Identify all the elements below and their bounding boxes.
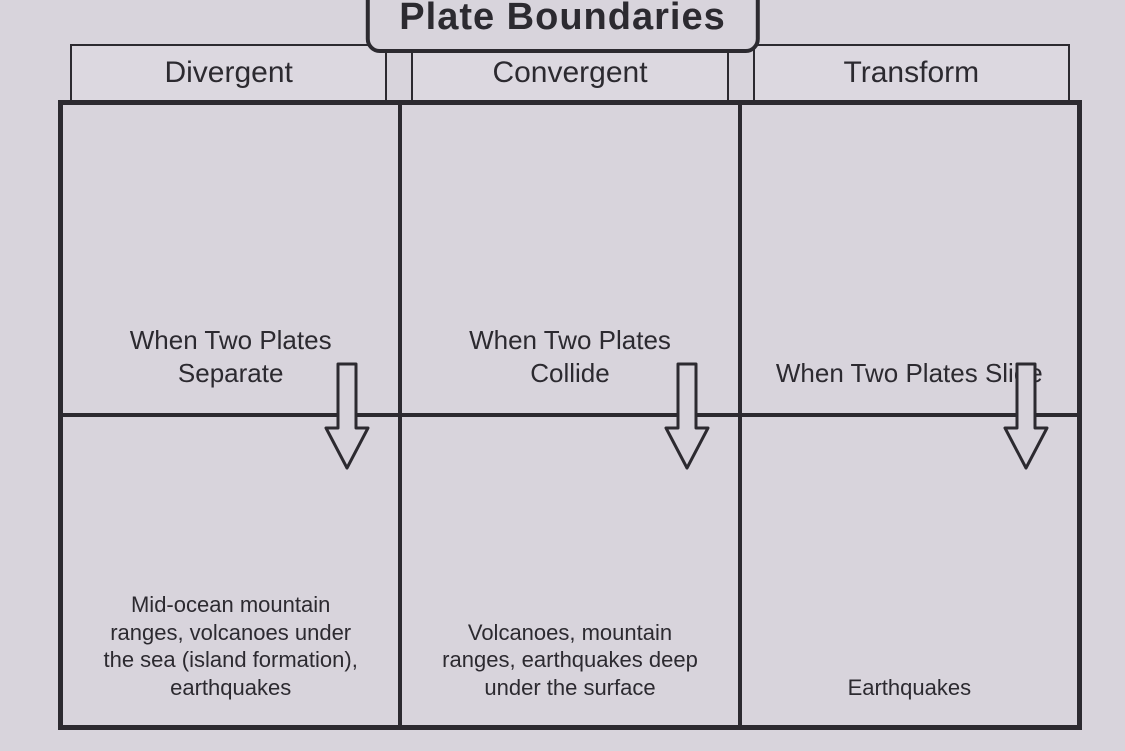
text-convergent-effects: Volcanoes, mountain ranges, earthquakes … — [432, 619, 707, 702]
cell-transform-effects: Earthquakes — [740, 415, 1079, 727]
header-transform: Transform — [753, 44, 1070, 102]
worksheet-page: Plate Boundaries Divergent Convergent Tr… — [0, 0, 1125, 751]
cell-convergent-effects: Volcanoes, mountain ranges, earthquakes … — [400, 415, 739, 727]
header-divergent: Divergent — [70, 44, 387, 102]
cell-divergent-effects: Mid-ocean mountain ranges, volcanoes und… — [61, 415, 400, 727]
text-divergent-effects: Mid-ocean mountain ranges, volcanoes und… — [93, 591, 368, 701]
down-arrow-icon — [1003, 362, 1049, 472]
content-grid: When Two Plates Separate When Two Plates… — [58, 100, 1082, 730]
text-transform-effects: Earthquakes — [848, 674, 972, 702]
down-arrow-icon — [324, 362, 370, 472]
page-title: Plate Boundaries — [365, 0, 759, 53]
down-arrow-icon — [664, 362, 710, 472]
